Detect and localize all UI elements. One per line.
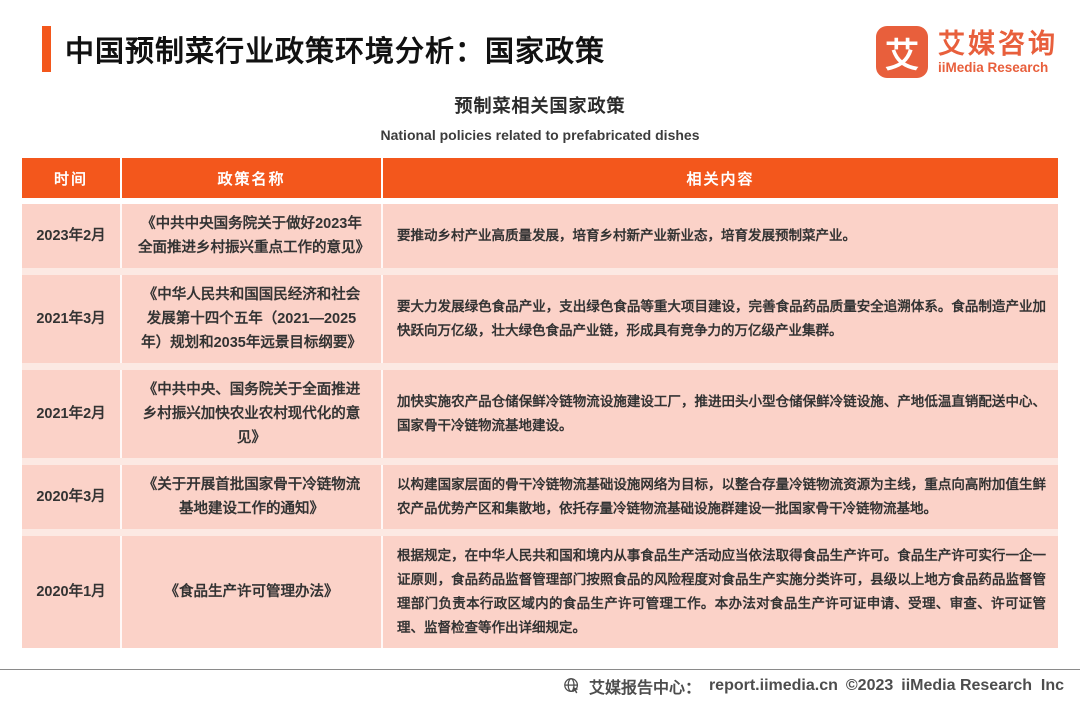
title-block: 中国预制菜行业政策环境分析：国家政策 bbox=[42, 26, 605, 72]
table-row: 2020年1月 《食品生产许可管理办法》 根据规定，在中华人民共和国和境内从事食… bbox=[22, 536, 1058, 648]
cell-policy-content: 要大力发展绿色食品产业，支出绿色食品等重大项目建设，完善食品药品质量安全追溯体系… bbox=[397, 299, 1046, 338]
cell-time: 2020年3月 bbox=[22, 465, 122, 529]
footer-report-url: report.iimedia.cn bbox=[708, 677, 838, 694]
cell-policy-name: 《中华人民共和国国民经济和社会发展第十四个五年（2021—2025年）规划和20… bbox=[122, 275, 383, 363]
logo-name-en: iiMedia Research bbox=[938, 59, 1049, 75]
column-header-policy-name: 政策名称 bbox=[122, 158, 383, 198]
iimedia-logo: 艾 艾媒咨询 iiMedia Research bbox=[876, 26, 1058, 78]
table-row: 2020年3月 《关于开展首批国家骨干冷链物流基地建设工作的通知》 以构建国家层… bbox=[22, 465, 1058, 529]
table-row: 2021年3月 《中华人民共和国国民经济和社会发展第十四个五年（2021—202… bbox=[22, 275, 1058, 363]
cell-time: 2020年1月 bbox=[22, 536, 122, 648]
iimedia-logo-icon: 艾 bbox=[876, 26, 928, 78]
footer-report-center-label: 艾媒报告中心： bbox=[588, 680, 701, 697]
page-title: 中国预制菜行业政策环境分析：国家政策 bbox=[65, 36, 606, 68]
cell-policy-name: 《关于开展首批国家骨干冷链物流基地建设工作的通知》 bbox=[122, 465, 383, 529]
footer-copyright: ©2023 bbox=[845, 677, 894, 694]
table-row: 2021年2月 《中共中央、国务院关于全面推进乡村振兴加快农业农村现代化的意见》… bbox=[22, 370, 1058, 458]
footer: 艾媒报告中心： report.iimedia.cn ©2023 iiMedia R… bbox=[0, 669, 1080, 702]
cell-time: 2021年2月 bbox=[22, 370, 122, 458]
policy-table: 时间 政策名称 相关内容 2023年2月 《中共中央国务院关于做好2023年全面… bbox=[22, 158, 1058, 648]
column-header-content: 相关内容 bbox=[686, 170, 755, 188]
logo-text: 艾媒咨询 iiMedia Research bbox=[938, 29, 1058, 76]
column-header-time: 时间 bbox=[22, 158, 122, 198]
footer-company: iiMedia Research Inc bbox=[901, 677, 1064, 694]
title-accent-bar bbox=[42, 26, 51, 72]
header: 中国预制菜行业政策环境分析：国家政策 艾 艾媒咨询 iiMedia Resear… bbox=[0, 0, 1080, 78]
cell-policy-name: 《食品生产许可管理办法》 bbox=[122, 536, 383, 648]
cell-time: 2021年3月 bbox=[22, 275, 122, 363]
table-row: 2023年2月 《中共中央国务院关于做好2023年全面推进乡村振兴重点工作的意见… bbox=[22, 204, 1058, 268]
cell-policy-content: 加快实施农产品仓储保鲜冷链物流设施建设工厂，推进田头小型仓储保鲜冷链设施、产地低… bbox=[397, 394, 1046, 433]
cell-policy-content: 以构建国家层面的骨干冷链物流基础设施网络为目标，以整合存量冷链物流资源为主线，重… bbox=[397, 477, 1046, 516]
cell-policy-name: 《中共中央、国务院关于全面推进乡村振兴加快农业农村现代化的意见》 bbox=[122, 370, 383, 458]
cell-policy-content: 要推动乡村产业高质量发展，培育乡村新产业新业态，培育发展预制菜产业。 bbox=[397, 228, 856, 243]
cell-policy-content: 根据规定，在中华人民共和国和境内从事食品生产活动应当依法取得食品生产许可。食品生… bbox=[397, 548, 1046, 635]
table-title-cn: 预制菜相关国家政策 bbox=[454, 96, 626, 116]
cell-time: 2023年2月 bbox=[22, 204, 122, 268]
table-title-en: National policies related to prefabricat… bbox=[380, 127, 700, 143]
table-body: 2023年2月 《中共中央国务院关于做好2023年全面推进乡村振兴重点工作的意见… bbox=[22, 204, 1058, 648]
globe-cursor-icon bbox=[563, 677, 581, 695]
logo-name-cn: 艾媒咨询 bbox=[938, 28, 1058, 59]
cell-policy-name: 《中共中央国务院关于做好2023年全面推进乡村振兴重点工作的意见》 bbox=[122, 204, 383, 268]
table-header-row: 时间 政策名称 相关内容 bbox=[22, 158, 1058, 198]
